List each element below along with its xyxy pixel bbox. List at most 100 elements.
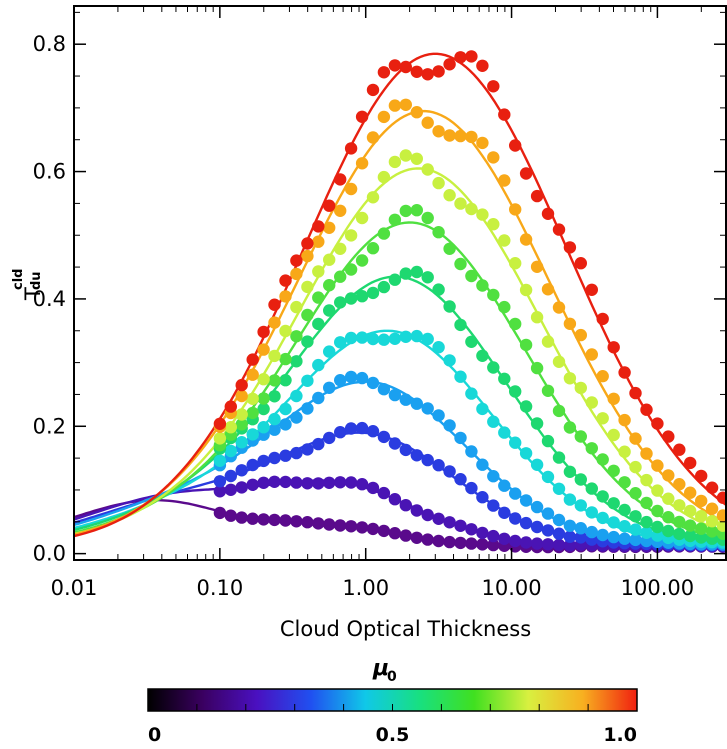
series-point: [509, 257, 522, 270]
series-point: [465, 202, 478, 216]
series-point: [552, 482, 566, 495]
series-point: [476, 349, 489, 362]
series-point: [290, 330, 303, 343]
series-point: [235, 378, 248, 392]
series-curve: [73, 329, 727, 548]
colorbar-tick-label: 0.5: [376, 724, 410, 746]
series-point: [487, 151, 500, 164]
series-point: [487, 218, 500, 231]
series-point: [465, 523, 478, 536]
series-point: [563, 372, 577, 385]
series-point: [454, 129, 467, 143]
series-point: [366, 376, 380, 390]
series-point: [443, 189, 456, 202]
series-point: [530, 260, 544, 273]
series-curve: [73, 221, 727, 541]
series-point: [355, 478, 369, 491]
series-point: [377, 227, 391, 240]
series-point: [279, 418, 292, 431]
series-point: [257, 373, 270, 386]
series-point: [301, 402, 314, 415]
series-point: [476, 491, 489, 504]
series-point: [695, 522, 708, 535]
x-tick-label: 1.00: [342, 576, 389, 600]
series-point: [224, 469, 237, 483]
series-point: [618, 476, 631, 489]
series-point: [585, 348, 598, 361]
series-point: [268, 451, 281, 465]
series-point: [257, 325, 270, 339]
series-point: [716, 491, 727, 504]
series-point: [421, 332, 434, 346]
series-point: [235, 464, 248, 477]
x-tick-label: 0.01: [51, 576, 98, 600]
series-point: [224, 509, 237, 522]
series-point: [388, 213, 402, 226]
series-point: [541, 524, 555, 537]
y-tick-label: 0.2: [33, 414, 66, 438]
series-point: [673, 443, 686, 456]
series-point: [355, 157, 369, 170]
series-point: [563, 539, 577, 552]
series-point: [563, 421, 577, 434]
series-point: [487, 415, 500, 428]
series-point: [519, 400, 533, 413]
series-point: [432, 534, 445, 548]
series-point: [213, 475, 227, 488]
series-point: [432, 125, 445, 138]
series-point: [716, 519, 727, 532]
series-point: [312, 391, 325, 405]
y-axis-label-main: T: [21, 287, 45, 301]
series-point: [585, 506, 598, 519]
series-point: [224, 483, 237, 496]
series-point: [421, 508, 434, 522]
x-axis-label: Cloud Optical Thickness: [280, 617, 531, 641]
series-point: [279, 449, 292, 462]
series-point: [366, 332, 380, 346]
series-point: [618, 503, 631, 517]
series-point: [640, 526, 653, 539]
y-tick-label: 0.8: [33, 32, 66, 56]
series-point: [563, 493, 577, 506]
series-point: [443, 129, 456, 142]
series-point: [530, 361, 544, 375]
series-point: [301, 516, 314, 529]
series-point: [563, 530, 577, 543]
x-tick-label: 0.10: [196, 576, 243, 600]
series-point: [344, 142, 358, 155]
series-point: [487, 538, 500, 552]
series-point: [640, 515, 653, 529]
series-point: [574, 531, 587, 544]
series-point: [530, 458, 544, 471]
series-point: [509, 317, 522, 331]
series-point: [355, 331, 369, 344]
series-point: [312, 291, 325, 304]
series-point: [323, 279, 336, 292]
curve-layer: [73, 52, 727, 549]
series-point: [279, 324, 292, 338]
series-point: [607, 464, 620, 477]
series-point: [388, 493, 402, 506]
series-point: [312, 220, 325, 233]
series-point: [432, 341, 445, 354]
series-point: [410, 106, 423, 119]
series-point: [476, 59, 489, 72]
series-point: [662, 492, 675, 505]
series-point: [651, 417, 664, 430]
y-tick-label: 0.4: [33, 287, 66, 311]
series-point: [301, 374, 314, 387]
series-point: [530, 500, 544, 514]
series-point: [684, 519, 697, 532]
series-point: [673, 527, 686, 541]
series-point: [563, 317, 577, 330]
series-point: [651, 484, 664, 497]
y-axis-label-subscript: du: [29, 271, 44, 290]
series-point: [290, 389, 303, 403]
series-point: [563, 519, 577, 532]
x-tick-label: 10.00: [481, 576, 541, 600]
series-point: [388, 332, 402, 345]
series-point: [519, 447, 533, 460]
series-point: [246, 353, 259, 366]
series-point: [399, 393, 412, 406]
series-point: [421, 211, 434, 225]
